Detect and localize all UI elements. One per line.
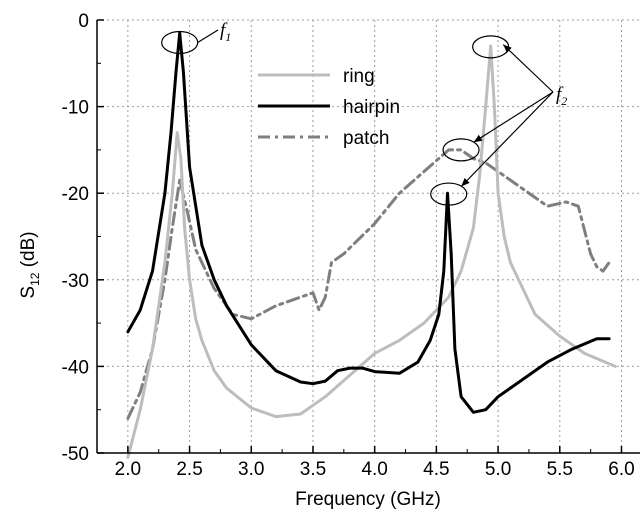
x-tick-label: 3.5 xyxy=(300,459,326,480)
annotations: f1 f2 xyxy=(161,20,567,206)
x-tick-label: 6.0 xyxy=(608,459,634,480)
tick-labels: 2.0 2.5 3.0 3.5 4.0 4.5 5.0 5.5 6.0 0 -10 -20 -30 -40… xyxy=(62,11,635,480)
callout-arrowhead-f2 xyxy=(503,44,512,53)
y-tick-label: 0 xyxy=(78,11,89,32)
callout-leader-f2 xyxy=(502,44,554,93)
axes xyxy=(96,19,640,454)
callout-ellipse-f2 xyxy=(442,138,480,162)
y-tick-label: -30 xyxy=(62,271,89,292)
y-tick-label: -10 xyxy=(62,98,89,119)
x-tick-label: 5.5 xyxy=(547,459,573,480)
annotation-label-f2: f2 xyxy=(556,84,567,108)
x-tick-label: 3.0 xyxy=(238,459,264,480)
y-tick-label: -20 xyxy=(62,184,89,205)
x-tick-label: 4.0 xyxy=(361,459,387,480)
legend: ring hairpin patch xyxy=(258,66,400,149)
legend-label-hairpin: hairpin xyxy=(343,97,400,118)
y-tick-label: -40 xyxy=(62,357,89,378)
series-layer xyxy=(126,31,617,459)
callout-leader-f2 xyxy=(460,91,554,187)
x-tick-label: 5.0 xyxy=(485,459,511,480)
callout-arrowhead-f2 xyxy=(461,178,470,187)
series-hairpin-line xyxy=(126,31,611,414)
annotation-label-f1: f1 xyxy=(220,20,231,44)
x-tick-label: 4.5 xyxy=(423,459,449,480)
y-tick-label: -50 xyxy=(62,444,89,465)
callout-leader-f2 xyxy=(473,91,554,143)
legend-label-patch: patch xyxy=(343,128,389,149)
x-tick-label: 2.0 xyxy=(115,459,141,480)
x-tick-label: 2.5 xyxy=(176,459,202,480)
callout-arrowhead-f2 xyxy=(473,134,483,143)
y-axis-title: S12 (dB) xyxy=(18,231,42,298)
callout-leader-f1 xyxy=(197,29,219,44)
grid-lines xyxy=(97,19,640,453)
x-axis-title: Frequency (GHz) xyxy=(295,489,441,510)
callout-ellipse-f2 xyxy=(430,182,468,206)
series-ring-line xyxy=(126,44,617,459)
legend-label-ring: ring xyxy=(343,66,375,87)
series-patch-line xyxy=(126,148,611,420)
